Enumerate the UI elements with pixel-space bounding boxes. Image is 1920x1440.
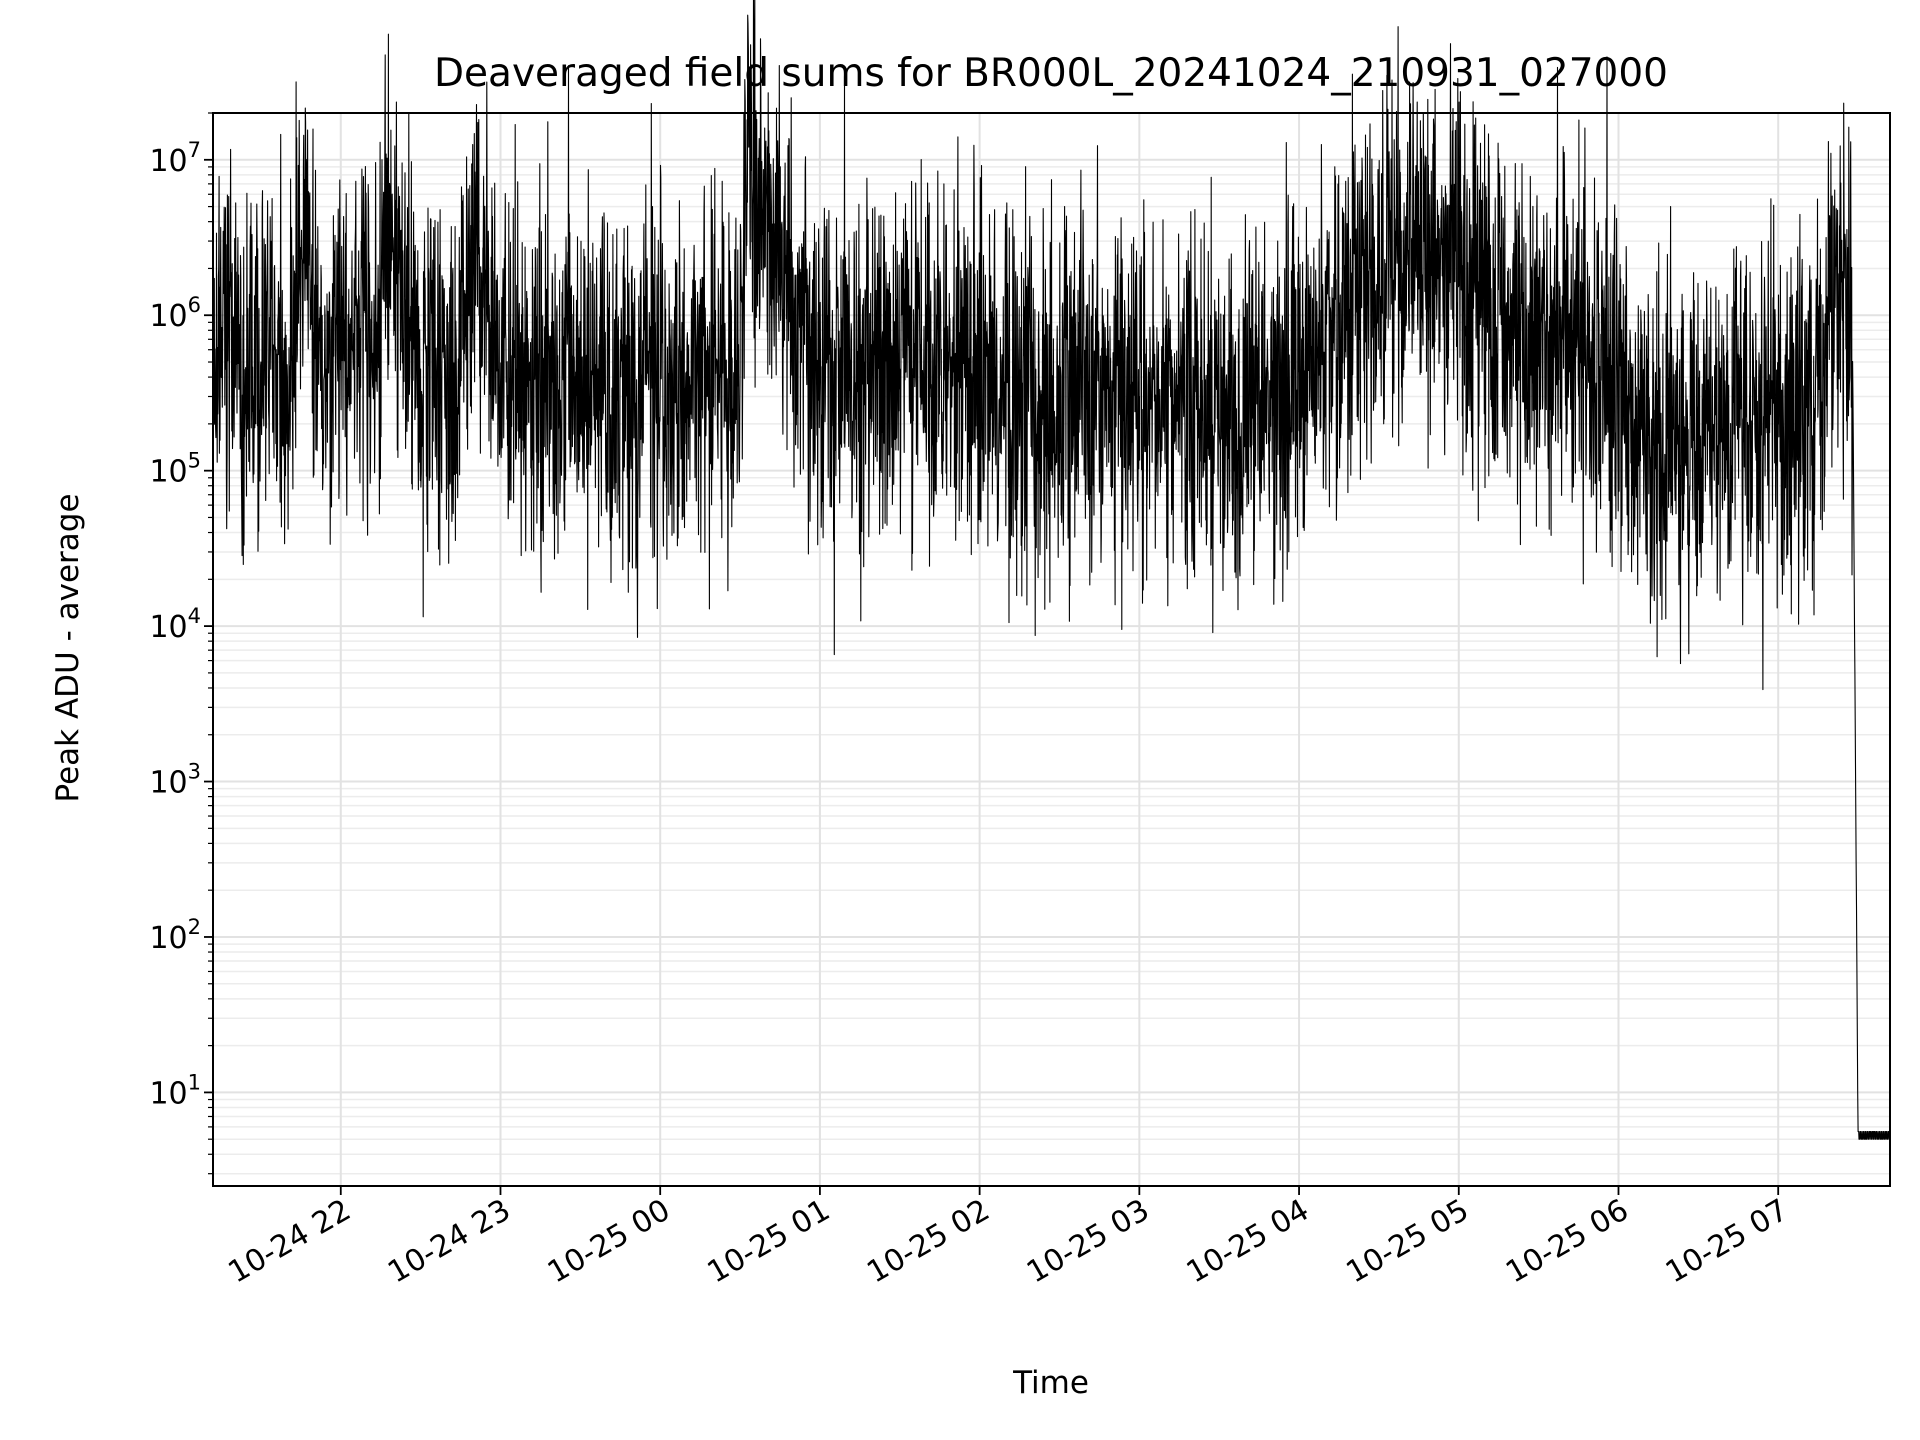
- y-tick-base: 10: [149, 1076, 187, 1111]
- y-tick-label: 102: [149, 915, 201, 956]
- y-tick-base: 10: [149, 921, 187, 956]
- y-tick-exponent: 6: [188, 293, 201, 317]
- y-tick-label: 101: [149, 1070, 201, 1111]
- x-axis-label: Time: [1012, 1365, 1089, 1401]
- y-axis-label: Peak ADU - average: [50, 493, 86, 802]
- data-series-line: [212, 0, 1890, 1140]
- y-tick-exponent: 1: [188, 1070, 201, 1094]
- y-tick-exponent: 3: [188, 760, 201, 784]
- y-tick-label: 105: [149, 449, 201, 490]
- y-tick-exponent: 7: [188, 138, 201, 162]
- y-tick-label: 107: [149, 138, 201, 179]
- y-tick-base: 10: [149, 766, 187, 801]
- y-tick-exponent: 5: [188, 449, 201, 473]
- series-path: [212, 0, 1890, 1140]
- y-tick-exponent: 4: [188, 604, 201, 628]
- y-tick-base: 10: [149, 610, 187, 645]
- plot-frame: [212, 112, 1891, 1187]
- y-tick-base: 10: [149, 144, 187, 179]
- y-tick-base: 10: [149, 299, 187, 334]
- y-tick-label: 104: [149, 604, 201, 645]
- y-tick-base: 10: [149, 455, 187, 490]
- y-tick-label: 106: [149, 293, 201, 334]
- y-tick-label: 103: [149, 760, 201, 801]
- y-tick-exponent: 2: [188, 915, 201, 939]
- chart-title: Deaveraged field sums for BR000L_2024102…: [434, 51, 1668, 96]
